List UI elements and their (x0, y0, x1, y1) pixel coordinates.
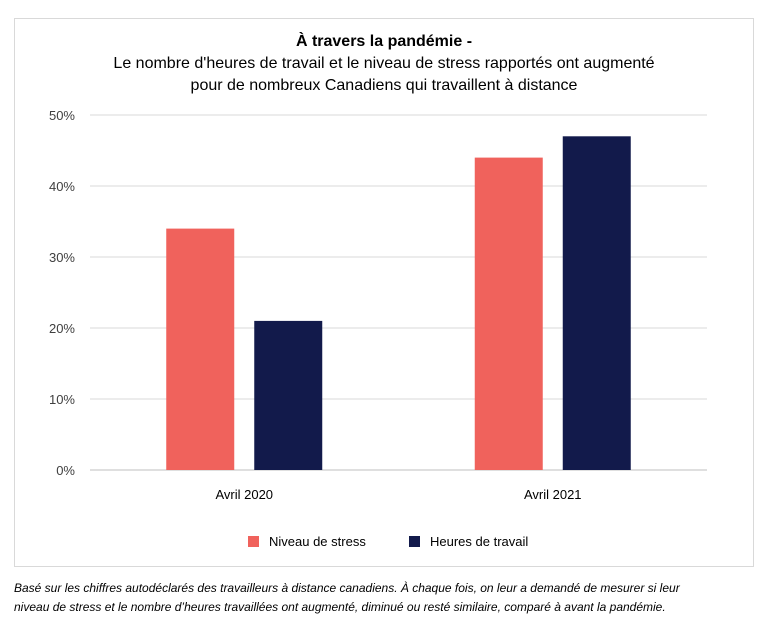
legend-swatch (248, 536, 259, 547)
legend-swatch (409, 536, 420, 547)
y-tick-label: 50% (49, 108, 75, 123)
bar (474, 157, 543, 470)
bar (562, 136, 631, 471)
footnote-line-2: niveau de stress et le nombre d’heures t… (14, 600, 666, 614)
chart-subtitle-line-2: pour de nombreux Canadiens qui travaille… (190, 77, 578, 94)
chart-title: À travers la pandémie - (295, 33, 473, 50)
chart-frame: À travers la pandémie - Le nombre d'heur… (14, 18, 754, 567)
y-tick-label: 30% (49, 250, 75, 265)
x-tick-label: Avril 2021 (524, 487, 582, 502)
bar (166, 228, 235, 470)
legend-label: Heures de travail (430, 534, 528, 549)
chart-title-block: À travers la pandémie - Le nombre d'heur… (15, 31, 753, 97)
y-tick-label: 10% (49, 392, 75, 407)
chart-subtitle-line-1: Le nombre d'heures de travail et le nive… (113, 55, 655, 72)
x-tick-label: Avril 2020 (215, 487, 273, 502)
footnote: Basé sur les chiffres autodéclarés des t… (14, 579, 754, 617)
y-tick-label: 20% (49, 321, 75, 336)
bar (254, 320, 323, 470)
bar-chart: 0% 10% 20% 30% 40% 50% Avril 2020 Avril 2021 Niv… (49, 108, 707, 549)
y-tick-label: 0% (56, 463, 75, 478)
footnote-line-1: Basé sur les chiffres autodéclarés des t… (14, 581, 680, 595)
y-tick-label: 40% (49, 179, 75, 194)
legend-label: Niveau de stress (269, 534, 366, 549)
